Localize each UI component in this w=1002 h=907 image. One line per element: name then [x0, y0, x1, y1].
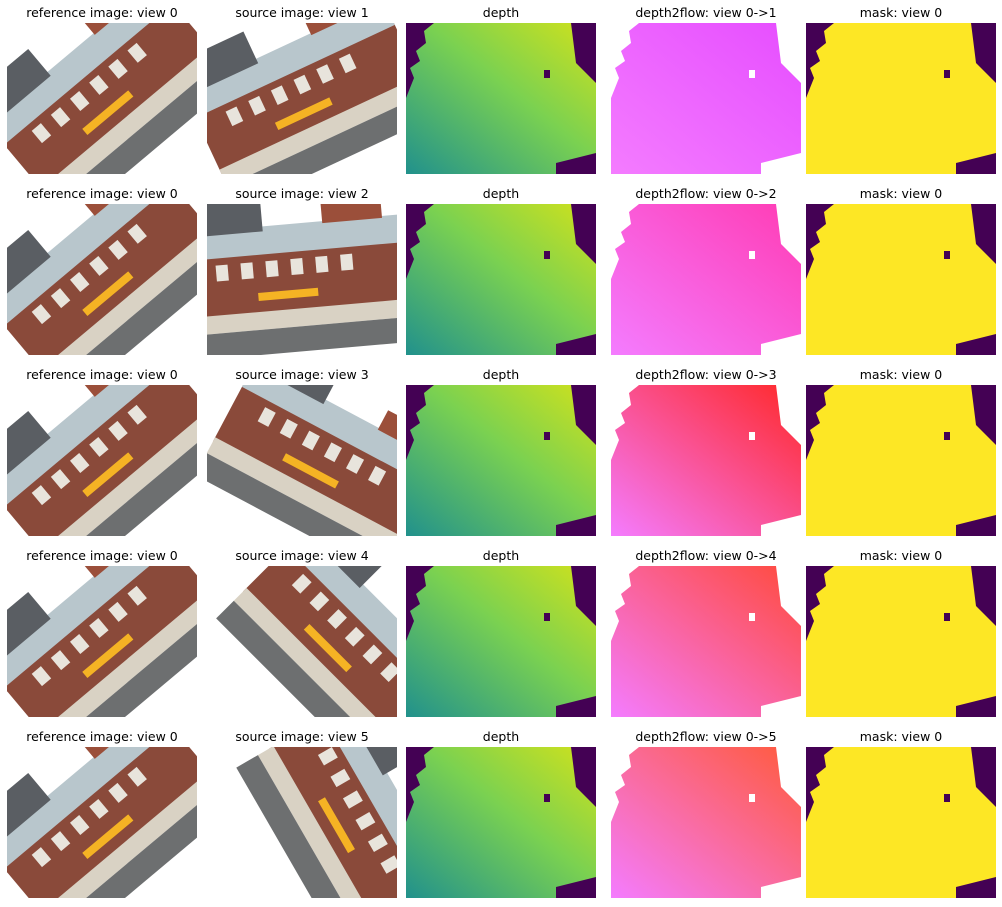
panel-title: mask: view 0 — [859, 548, 943, 563]
panel-title: reference image: view 0 — [26, 186, 178, 201]
source-image — [207, 747, 397, 898]
flow-image — [611, 566, 801, 717]
panel-title: depth2flow: view 0->2 — [635, 186, 777, 201]
panel-title: reference image: view 0 — [26, 729, 178, 744]
panel-title: depth2flow: view 0->5 — [635, 729, 777, 744]
reference-image — [7, 204, 197, 355]
panel-title: source image: view 1 — [235, 5, 369, 20]
panel-title: mask: view 0 — [859, 729, 943, 744]
panel-title: depth — [482, 548, 520, 563]
panel-title: reference image: view 0 — [26, 367, 178, 382]
mask-image — [806, 385, 996, 536]
panel-title: mask: view 0 — [859, 5, 943, 20]
panel-title: reference image: view 0 — [26, 548, 178, 563]
depth-image — [406, 23, 596, 174]
panel-title: depth — [482, 5, 520, 20]
mask-image — [806, 204, 996, 355]
flow-image — [611, 204, 801, 355]
panel-title: source image: view 3 — [235, 367, 369, 382]
panel-title: depth — [482, 729, 520, 744]
mask-image — [806, 23, 996, 174]
flow-image — [611, 23, 801, 174]
source-image — [207, 204, 397, 355]
panel-title: depth — [482, 186, 520, 201]
panel-title: source image: view 4 — [235, 548, 369, 563]
panel-title: reference image: view 0 — [26, 5, 178, 20]
mask-image — [806, 566, 996, 717]
panel-title: mask: view 0 — [859, 367, 943, 382]
flow-image — [611, 385, 801, 536]
panel-title: depth2flow: view 0->4 — [635, 548, 777, 563]
reference-image — [7, 566, 197, 717]
source-image — [207, 385, 397, 536]
depth-image — [406, 566, 596, 717]
source-image — [207, 23, 397, 174]
depth-image — [406, 204, 596, 355]
panel-title: depth2flow: view 0->3 — [635, 367, 777, 382]
reference-image — [7, 747, 197, 898]
mask-image — [806, 747, 996, 898]
panel-title: mask: view 0 — [859, 186, 943, 201]
source-image — [207, 566, 397, 717]
panel-title: depth2flow: view 0->1 — [635, 5, 777, 20]
depth-image — [406, 747, 596, 898]
reference-image — [7, 23, 197, 174]
reference-image — [7, 385, 197, 536]
depth-image — [406, 385, 596, 536]
panel-title: source image: view 2 — [235, 186, 369, 201]
flow-image — [611, 747, 801, 898]
panel-title: source image: view 5 — [235, 729, 369, 744]
panel-title: depth — [482, 367, 520, 382]
